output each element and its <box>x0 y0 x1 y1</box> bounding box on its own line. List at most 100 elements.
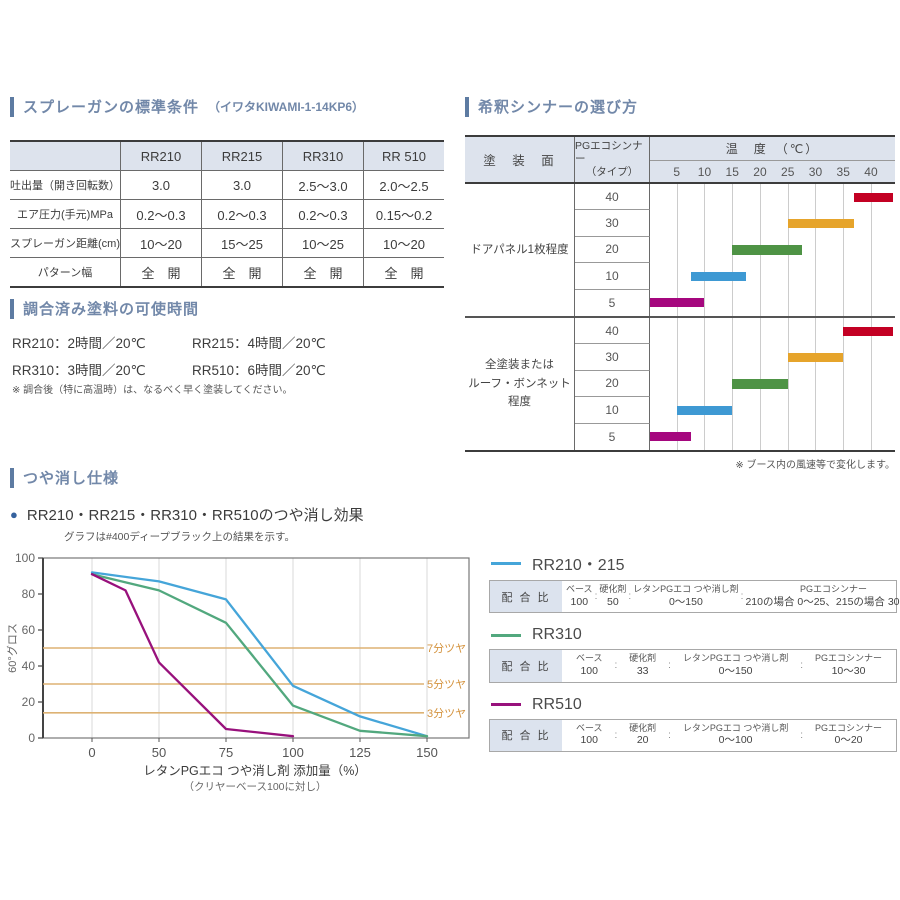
x-axis-label: レタンPGエコ つや消し剤 添加量（%） <box>143 763 367 778</box>
section-header-matte: つや消し仕様 <box>10 467 119 488</box>
mix-ratio-columns: ベース 100: 硬化剤 50: レタンPGエコ つや消し剤 0～150: PGエコシンナー… <box>562 581 900 612</box>
surface-cell: 全塗装または ルーフ・ボンネット 程度 <box>465 318 575 450</box>
spray-cell-value: 0.2～0.3 <box>120 199 202 229</box>
temperature-header: 温 度 （℃） <box>650 137 895 161</box>
section-title-matte: つや消し仕様 <box>23 470 120 487</box>
component-name: PGエコシンナー <box>800 584 868 594</box>
matte-subtitle-row: ● RR210・RR215・RR310・RR510のつや消し効果 <box>10 504 364 525</box>
temperature-range-bar <box>854 192 894 202</box>
temperature-tick-label: 40 <box>864 165 878 179</box>
spray-cell-value: 10～20 <box>120 228 202 258</box>
section-header-spray: スプレーガンの標準条件 （イワタKIWAMI-1-14KP6） <box>10 96 364 117</box>
section-title-potlife: 調合済み塗料の可使時間 <box>23 301 200 318</box>
series-line-RR210・215 <box>90 571 429 738</box>
gantt-chart-cell <box>650 318 895 450</box>
bullet-icon: ● <box>10 507 18 522</box>
spray-column-header: RR215 <box>201 141 283 171</box>
gloss-threshold-label: 7分ツヤ <box>427 642 466 655</box>
component-value: 20 <box>636 734 649 747</box>
x-tick-label: 125 <box>349 745 371 760</box>
thinner-table-header: 塗 装 面 PGエコシンナー （タイプ）温 度 （℃） 5 10 15 20 25 30 35 40 <box>465 135 895 184</box>
component-name: PGエコシンナー <box>815 722 883 733</box>
type-header-line: （タイプ） <box>585 166 639 179</box>
spray-column-header: RR 510 <box>363 141 444 171</box>
colon-separator: : <box>594 591 598 603</box>
mix-ratio-column: ベース 100 <box>576 723 603 748</box>
gantt-chart-cell <box>650 184 895 316</box>
potlife-list: RR210：2時間／20℃ RR215：4時間／20℃ RR310：3時間／20℃ R… <box>12 332 326 379</box>
colon-separator: : <box>614 729 618 741</box>
type-column-header: PGエコシンナー （タイプ） <box>575 137 650 182</box>
mix-ratio-label: 配 合 比 <box>490 719 562 751</box>
y-tick-label: 0 <box>28 731 35 745</box>
gridline <box>870 184 872 316</box>
surface-line: ドアパネル1枚程度 <box>470 243 569 256</box>
chart-legend: RR210・215 配 合 比ベース 100: 硬化剤 50: レタンPGエコ つや消し剤… <box>489 551 900 765</box>
mix-ratio-columns: ベース 100: 硬化剤 33: レタンPGエコ つや消し剤 0～150: PGエコシンナー… <box>562 650 896 681</box>
temperature-tick-row: 5 10 15 20 25 30 35 40 <box>650 162 895 182</box>
type-cell: 10 <box>575 263 650 290</box>
type-cell: 20 <box>575 236 650 264</box>
title-accent-bar <box>10 467 14 488</box>
spray-column-header: RR210 <box>120 141 202 171</box>
gloss-threshold-label: 5分ツヤ <box>427 678 466 691</box>
surface-line: ルーフ・ボンネット <box>468 377 571 390</box>
surface-line: 全塗装または <box>485 359 554 372</box>
spray-column-header <box>10 141 121 171</box>
gloss-threshold-label: 3分ツヤ <box>427 707 466 720</box>
potlife-item: RR215：4時間／20℃ <box>192 336 326 351</box>
legend-entry: RR310 配 合 比ベース 100: 硬化剤 33: レタンPGエコ つや消し剤 0～15… <box>489 626 897 683</box>
mix-ratio-column: レタンPGエコ つや消し剤 0～100 <box>683 723 789 748</box>
temperature-tick-label: 10 <box>697 165 712 179</box>
colon-separator: : <box>668 660 671 672</box>
spray-row-label: エア圧力(手元)MPa <box>10 199 121 229</box>
mix-ratio-label: 配 合 比 <box>490 581 562 613</box>
mix-ratio-box: 配 合 比ベース 100: 硬化剤 20: レタンPGエコ つや消し剤 0～100: PGエ… <box>489 718 897 752</box>
component-value: 100 <box>580 665 598 678</box>
component-name: レタンPGエコ つや消し剤 <box>633 584 739 594</box>
component-name: 硬化剤 <box>599 584 627 594</box>
spray-table-row: エア圧力(手元)MPa 0.2～0.3 0.2～0.3 0.2～0.3 0.15～0.2 <box>10 199 444 229</box>
temperature-range-bar <box>732 245 802 255</box>
type-header-line: PGエコシンナー <box>575 139 643 165</box>
title-accent-bar <box>465 96 469 117</box>
section-header-potlife: 調合済み塗料の可使時間 <box>10 298 199 319</box>
legend-series-name: RR310 <box>532 626 582 644</box>
mix-ratio-column: レタンPGエコ つや消し剤 0～150 <box>683 653 789 678</box>
temperature-range-bar <box>787 219 855 229</box>
legend-entry: RR510 配 合 比ベース 100: 硬化剤 20: レタンPGエコ つや消し剤 0～10… <box>489 696 897 752</box>
legend-name-row: RR310 <box>491 626 897 644</box>
temperature-range-bar <box>676 405 733 416</box>
thinner-selection-table: 塗 装 面 PGエコシンナー （タイプ）温 度 （℃） 5 10 15 20 25 30 35 40… <box>465 135 895 452</box>
spray-table-row: パターン幅全 開全 開全 開全 開 <box>10 257 444 287</box>
type-cell: 5 <box>575 289 650 316</box>
matte-subtitle: RR210・RR215・RR310・RR510のつや消し効果 <box>26 507 364 524</box>
colon-separator: : <box>668 729 671 741</box>
mix-ratio-column: ベース 100 <box>566 584 593 609</box>
mix-ratio-columns: ベース 100: 硬化剤 20: レタンPGエコ つや消し剤 0～100: PGエコシンナー… <box>562 720 896 751</box>
legend-line-swatch <box>491 703 521 707</box>
temperature-range-bar <box>650 298 705 308</box>
potlife-note: ※ 調合後（特に高温時）は、なるべく早く塗装してください。 <box>12 385 293 396</box>
spray-cell-value: 全 開 <box>363 257 444 287</box>
type-cell: 5 <box>575 423 650 450</box>
gridline <box>787 318 789 450</box>
component-value: 100 <box>580 734 598 747</box>
type-column: 40 30 20 10 5 <box>575 318 650 450</box>
temperature-range-bar <box>843 326 894 336</box>
mix-ratio-column: レタンPGエコ つや消し剤 0～150 <box>633 584 739 609</box>
potlife-item: RR210：2時間／20℃ <box>12 336 146 351</box>
gloss-line-chart: 7分ツヤ 5分ツヤ 3分ツヤ 0 20 40 60 80 100 0 50 75 100 125 150 レタ… <box>5 551 470 793</box>
x-tick-label: 75 <box>219 745 233 760</box>
type-cell: 20 <box>575 370 650 398</box>
temperature-range-bar <box>732 379 788 389</box>
component-value: 210の場合 0～25、215の場合 30～60 <box>745 595 900 608</box>
component-name: ベース <box>566 584 593 594</box>
type-cell: 10 <box>575 397 650 424</box>
x-axis-note: （クリヤーベース100に対し） <box>184 780 327 793</box>
component-value: 50 <box>607 595 619 608</box>
spray-row-label: 吐出量（開き回転数） <box>10 170 121 200</box>
mix-ratio-column: 硬化剤 33 <box>629 653 656 678</box>
